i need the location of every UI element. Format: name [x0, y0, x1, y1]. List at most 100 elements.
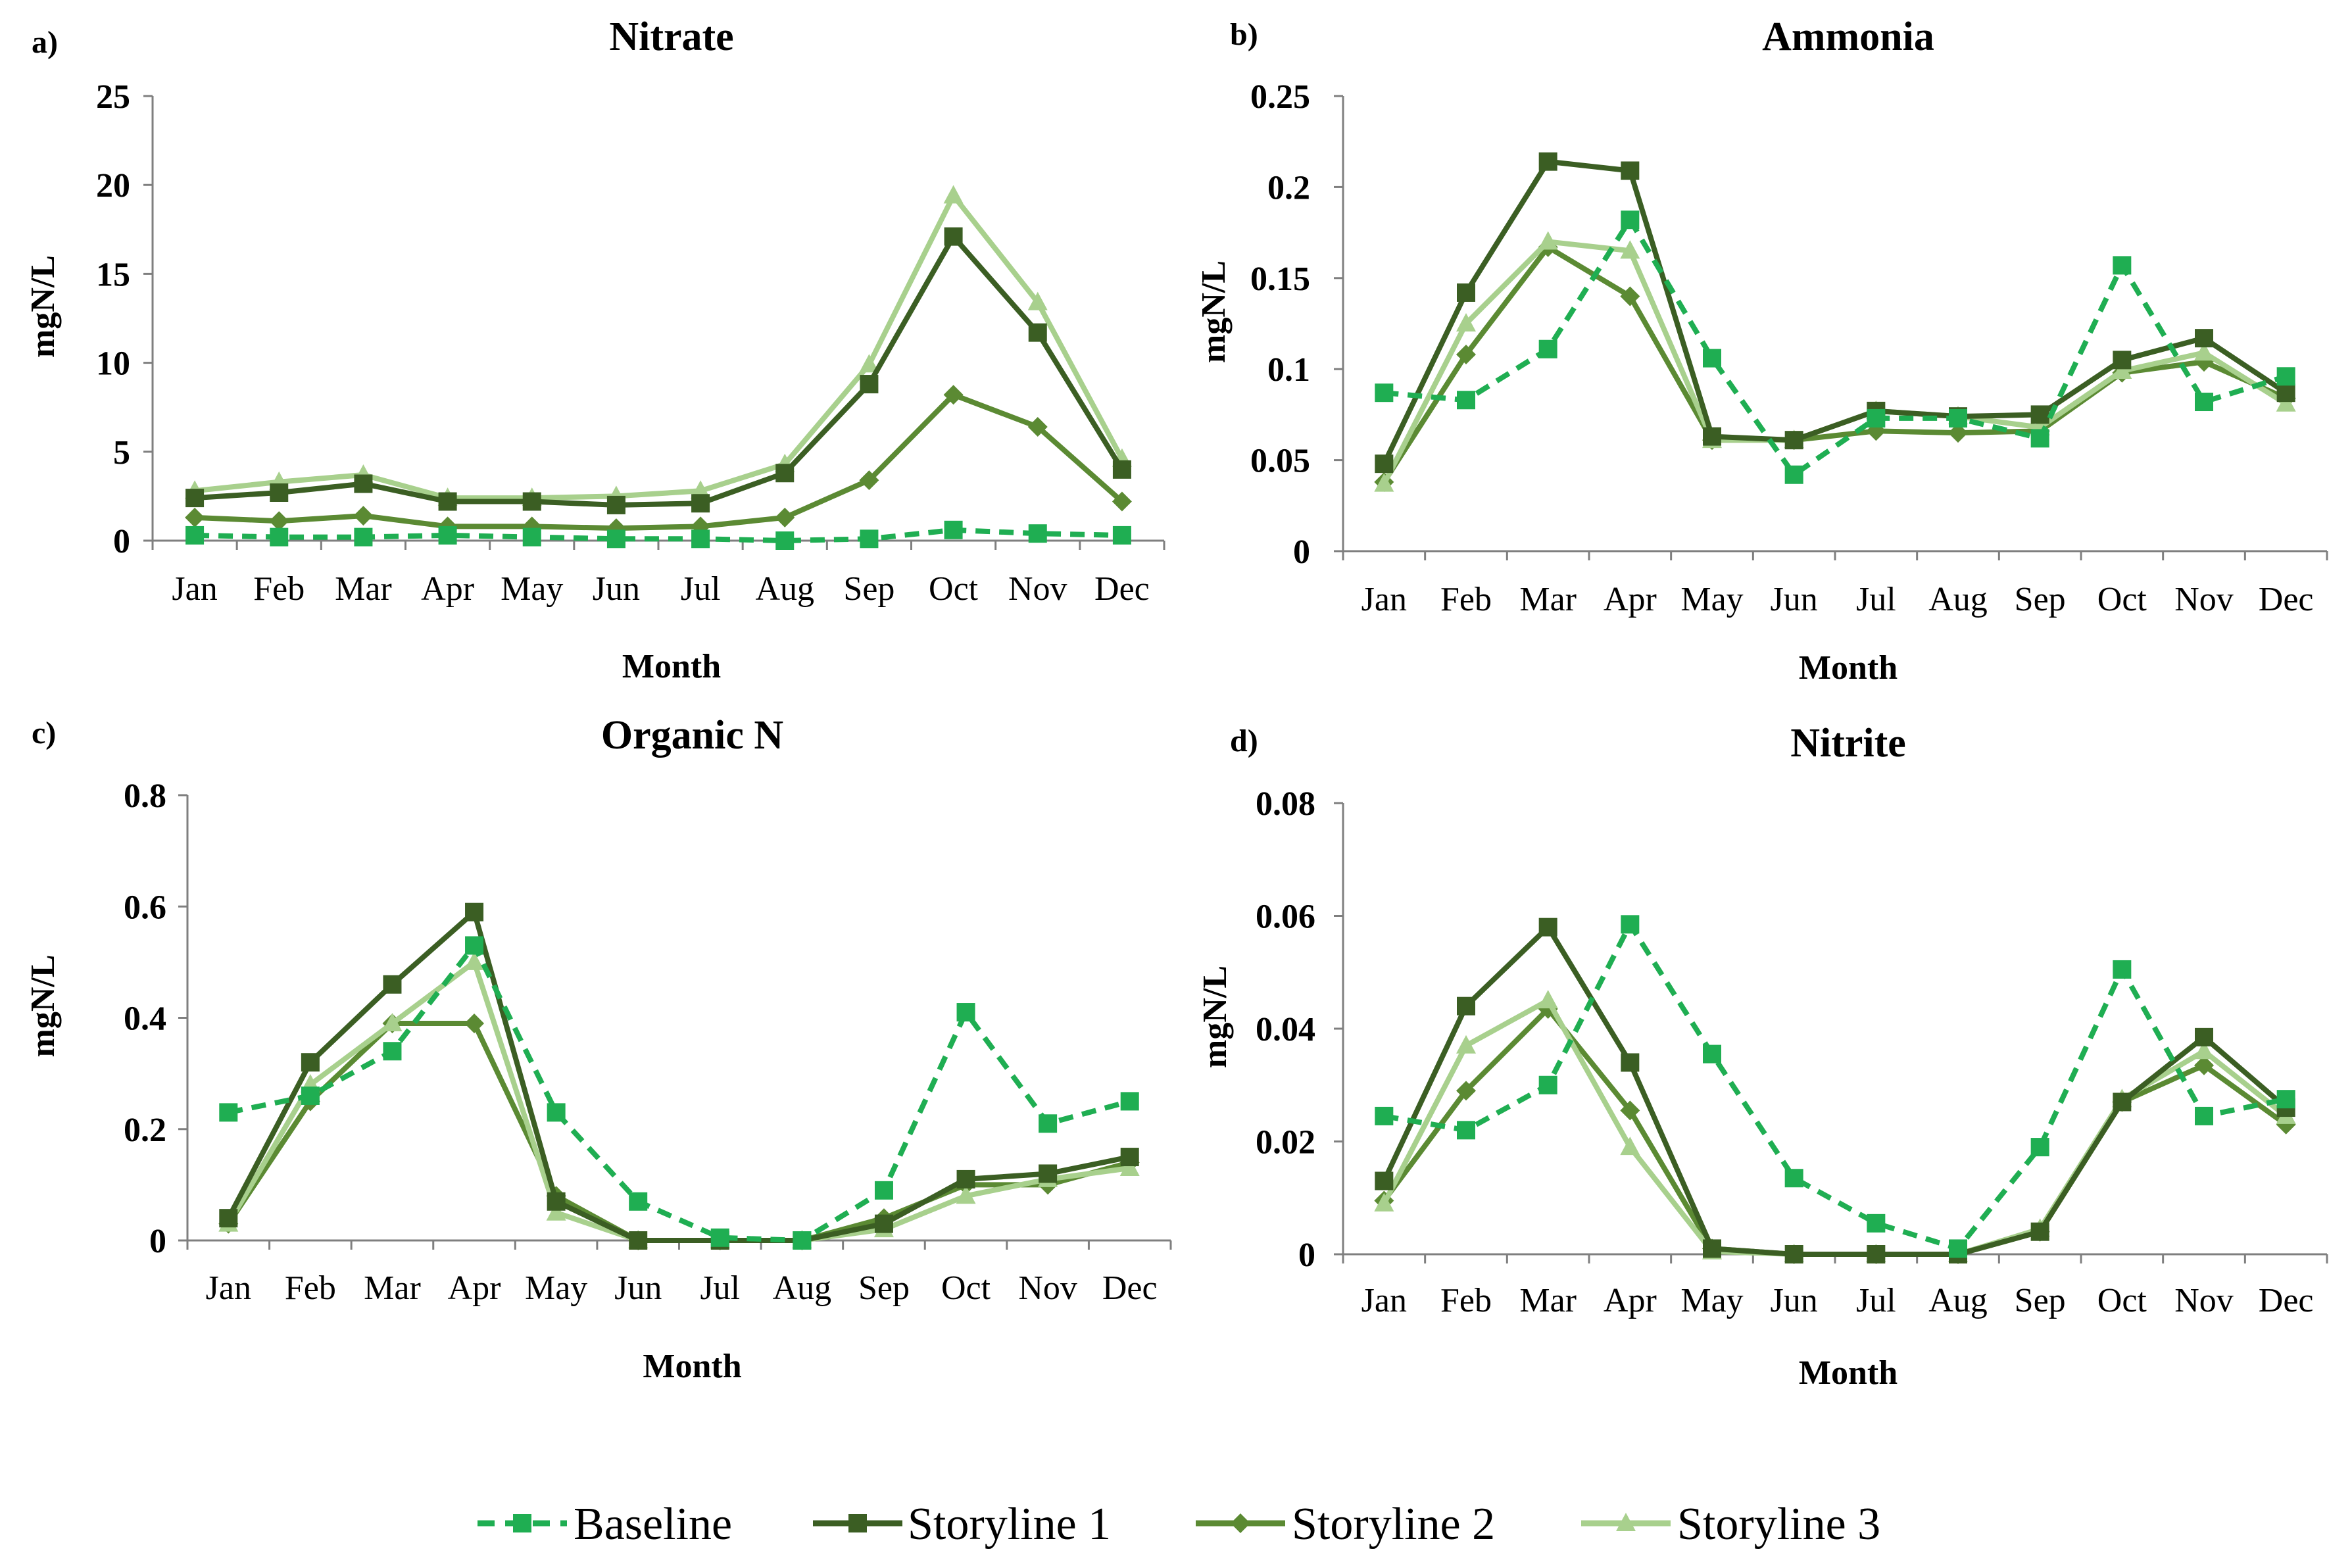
legend-item-storyline1: Storyline 1	[813, 1499, 1111, 1550]
data-point-storyline3	[1620, 1137, 1640, 1156]
x-tick-label: Sep	[858, 1269, 910, 1307]
panel-label: b)	[1230, 17, 1258, 52]
data-point-storyline1	[354, 474, 373, 493]
y-tick-label: 20	[96, 167, 130, 205]
legend-marker-square	[513, 1514, 531, 1532]
data-point-baseline	[629, 1192, 648, 1211]
data-point-storyline3	[2194, 342, 2214, 361]
data-point-storyline1	[874, 1214, 893, 1233]
series-storyline3	[1374, 231, 2296, 492]
data-point-baseline	[956, 1003, 975, 1022]
data-point-baseline	[438, 526, 457, 545]
data-point-baseline	[1375, 1106, 1394, 1125]
data-point-storyline1	[1784, 1245, 1803, 1263]
panel-label: d)	[1230, 723, 1258, 758]
series-line-baseline	[1383, 921, 2287, 1252]
data-point-storyline3	[546, 1202, 566, 1221]
data-point-storyline1	[547, 1192, 566, 1211]
data-point-baseline	[775, 531, 795, 550]
data-point-storyline1	[1039, 1164, 1058, 1183]
x-tick-label: Mar	[364, 1269, 421, 1307]
data-point-baseline	[793, 1231, 812, 1250]
data-point-storyline2	[943, 385, 964, 405]
data-point-baseline	[1784, 465, 1803, 484]
legend: Baseline Storyline 1 Storyline 2 Storyline …	[478, 1499, 1880, 1550]
x-tick-label: Apr	[421, 570, 474, 608]
series-line-storyline3	[194, 193, 1125, 501]
data-point-baseline	[547, 1103, 566, 1122]
x-tick-label: May	[1680, 1282, 1743, 1319]
series-line-storyline1	[226, 909, 1131, 1243]
x-tick-label: Jan	[1361, 1282, 1407, 1319]
y-tick-label: 0.05	[1250, 443, 1310, 480]
x-tick-label: Sep	[2015, 581, 2066, 618]
data-point-baseline	[354, 527, 373, 547]
y-tick-label: 0.2	[124, 1112, 166, 1149]
x-tick-label: Apr	[1604, 1282, 1657, 1319]
x-tick-label: Mar	[1519, 581, 1577, 618]
data-point-baseline	[2113, 960, 2132, 979]
x-tick-label: May	[1680, 581, 1743, 618]
x-tick-label: Jun	[1771, 1282, 1818, 1319]
legend-item-storyline2: Storyline 2	[1196, 1499, 1495, 1550]
x-tick-label: Aug	[755, 570, 814, 608]
series-line-baseline	[1383, 217, 2287, 478]
data-point-baseline	[270, 527, 289, 547]
legend-marker-square	[848, 1514, 867, 1532]
data-point-storyline1	[522, 492, 541, 511]
x-tick-label: Dec	[2259, 1282, 2314, 1319]
data-point-storyline1	[1375, 1171, 1394, 1190]
x-axis-title: Month	[1799, 649, 1898, 687]
x-tick-label: Nov	[2174, 1282, 2234, 1319]
x-tick-label: Nov	[2174, 581, 2234, 618]
x-tick-label: Jul	[1856, 581, 1896, 618]
data-point-baseline	[2030, 429, 2049, 448]
x-tick-label: Jan	[1361, 581, 1407, 618]
data-point-storyline3	[1374, 473, 1394, 492]
series-line-storyline1	[194, 233, 1125, 508]
series-line-storyline2	[1381, 244, 2288, 483]
data-point-storyline1	[1120, 1148, 1139, 1167]
data-point-storyline1	[691, 494, 710, 513]
data-point-baseline	[1375, 383, 1394, 403]
data-point-storyline1	[2030, 1222, 2049, 1241]
x-tick-label: Oct	[2097, 1282, 2147, 1319]
x-tick-label: Dec	[1094, 570, 1150, 608]
data-point-baseline	[1949, 408, 1967, 428]
x-tick-label: Feb	[1440, 581, 1492, 618]
x-tick-label: Apr	[448, 1269, 501, 1307]
data-point-storyline1	[270, 483, 289, 502]
x-tick-label: Jul	[1856, 1282, 1896, 1319]
data-point-storyline1	[2195, 329, 2213, 348]
y-tick-label: 0.6	[124, 889, 166, 926]
data-point-storyline1	[1784, 431, 1803, 450]
chart-title: Nitrate	[609, 14, 733, 59]
data-point-storyline1	[1457, 283, 1475, 302]
data-point-storyline1	[219, 1209, 238, 1228]
x-tick-label: Jul	[681, 570, 721, 608]
y-tick-label: 0.02	[1256, 1124, 1315, 1162]
data-point-storyline1	[1703, 427, 1721, 446]
data-point-baseline	[1120, 1092, 1139, 1111]
data-point-storyline2	[2194, 1055, 2214, 1075]
x-tick-label: Oct	[941, 1269, 991, 1307]
chart-nitrite: d) Nitrite 0 0.02 0.04 0.06 0.08 Jan Feb Mar Apr Ma…	[1196, 721, 2328, 1392]
data-point-storyline3	[1374, 1192, 1394, 1212]
data-point-storyline1	[629, 1231, 648, 1250]
data-point-baseline	[301, 1086, 320, 1105]
series-storyline3	[218, 951, 1140, 1248]
data-point-baseline	[2276, 367, 2295, 386]
series-line-storyline2	[226, 1020, 1131, 1243]
data-point-storyline1	[1703, 1239, 1721, 1258]
data-point-storyline1	[1867, 1245, 1886, 1263]
data-point-storyline2	[775, 507, 795, 527]
data-point-baseline	[2195, 1106, 2213, 1125]
y-tick-label: 0.8	[124, 777, 166, 815]
legend-marker-diamond	[1231, 1513, 1250, 1533]
data-point-storyline3	[382, 1012, 403, 1031]
data-point-storyline1	[2113, 1092, 2132, 1112]
series-line-storyline2	[194, 392, 1124, 531]
x-tick-label: Oct	[929, 570, 979, 608]
data-point-baseline	[1538, 1075, 1557, 1094]
data-point-baseline	[2195, 393, 2213, 412]
